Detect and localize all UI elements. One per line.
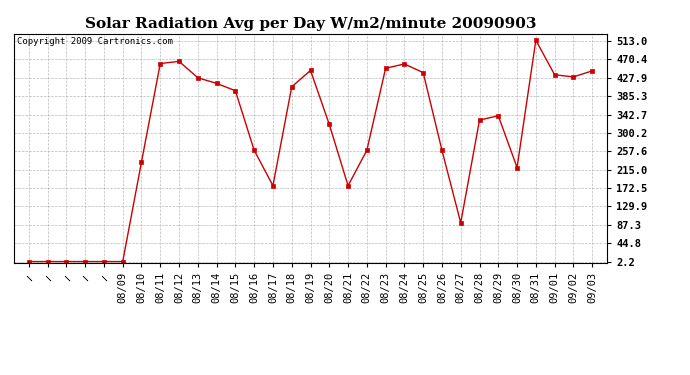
- Text: Copyright 2009 Cartronics.com: Copyright 2009 Cartronics.com: [17, 37, 172, 46]
- Title: Solar Radiation Avg per Day W/m2/minute 20090903: Solar Radiation Avg per Day W/m2/minute …: [85, 17, 536, 31]
